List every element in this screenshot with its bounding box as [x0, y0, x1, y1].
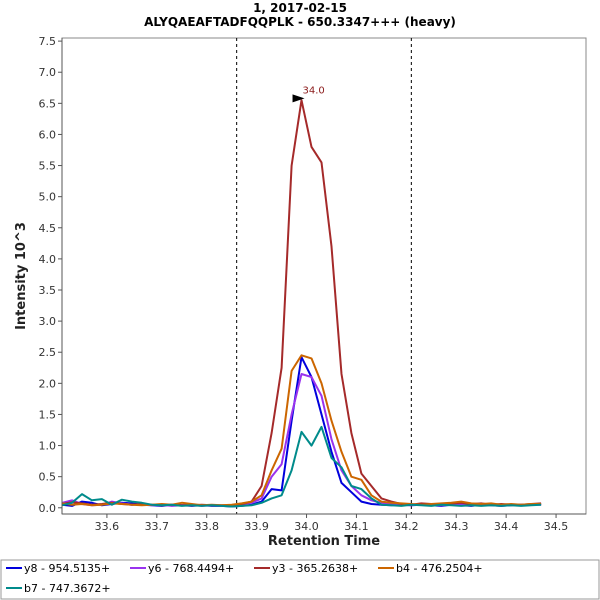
series-line-5	[61, 425, 542, 508]
y-tick-label: 7.5	[39, 35, 57, 48]
y-tick-label: 1.5	[39, 408, 57, 421]
y-tick-label: 7.0	[39, 66, 57, 79]
y-tick-label: 5.0	[39, 191, 57, 204]
y-tick-label: 3.0	[39, 315, 57, 328]
x-tick-label: 34.5	[544, 520, 569, 533]
legend-label-5: b7 - 747.3672+	[24, 582, 111, 595]
y-tick-label: 5.5	[39, 160, 57, 173]
legend-label-2: y6 - 768.4494+	[148, 562, 234, 575]
x-tick-label: 34.4	[494, 520, 519, 533]
peak-annotation: 34.0	[292, 85, 325, 103]
x-tick-label: 34.2	[394, 520, 419, 533]
y-tick-label: 3.5	[39, 284, 57, 297]
y-tick-label: 1.0	[39, 440, 57, 453]
series-line-3	[61, 99, 542, 507]
x-tick-label: 34.3	[444, 520, 469, 533]
plot-area[interactable]: 34.0	[61, 37, 587, 515]
y-axis: 0.0 0.5 1.0 1.5 2.0 2.5 3.0 3.5 4.0 4.5 5.0 5.5 6.0 6…	[39, 35, 63, 515]
y-tick-label: 4.0	[39, 253, 57, 266]
legend-label-1: y8 - 954.5135+	[24, 562, 110, 575]
y-tick-label: 2.5	[39, 346, 57, 359]
legend-frame	[0, 559, 600, 600]
x-axis: 33.6 33.7 33.8 33.9 34.0 34.1 34.2 34.3 34.4 34.5	[62, 513, 586, 533]
x-tick-label: 34.1	[344, 520, 369, 533]
x-tick-label: 33.7	[145, 520, 170, 533]
y-axis-label: Intensity 10^3	[14, 222, 29, 330]
plot-frame	[61, 37, 587, 515]
series-layer	[61, 99, 542, 508]
chart-title: 1, 2017-02-15	[253, 1, 347, 15]
y-tick-label: 2.0	[39, 377, 57, 390]
y-tick-label: 6.5	[39, 97, 57, 110]
y-tick-label: 6.0	[39, 128, 57, 141]
y-tick-label: 4.5	[39, 222, 57, 235]
y-tick-label: 0.5	[39, 471, 57, 484]
integration-bounds	[236, 38, 412, 514]
legend-label-4: b4 - 476.2504+	[396, 562, 483, 575]
chart-subtitle: ALYQAEAFTADFQQPLK - 650.3347+++ (heavy)	[144, 15, 456, 29]
peak-label: 34.0	[303, 85, 325, 96]
series-line-4	[61, 354, 542, 507]
y-tick-label: 0.0	[39, 502, 57, 515]
x-tick-label: 33.6	[95, 520, 120, 533]
x-axis-label: Retention Time	[268, 534, 380, 549]
x-tick-label: 33.9	[244, 520, 269, 533]
legend-label-3: y3 - 365.2638+	[272, 562, 358, 575]
x-tick-label: 33.8	[194, 520, 219, 533]
peak-arrow-icon	[292, 94, 305, 103]
x-tick-label: 34.0	[294, 520, 319, 533]
legend: y8 - 954.5135+ y6 - 768.4494+ y3 - 365.263…	[0, 559, 600, 600]
